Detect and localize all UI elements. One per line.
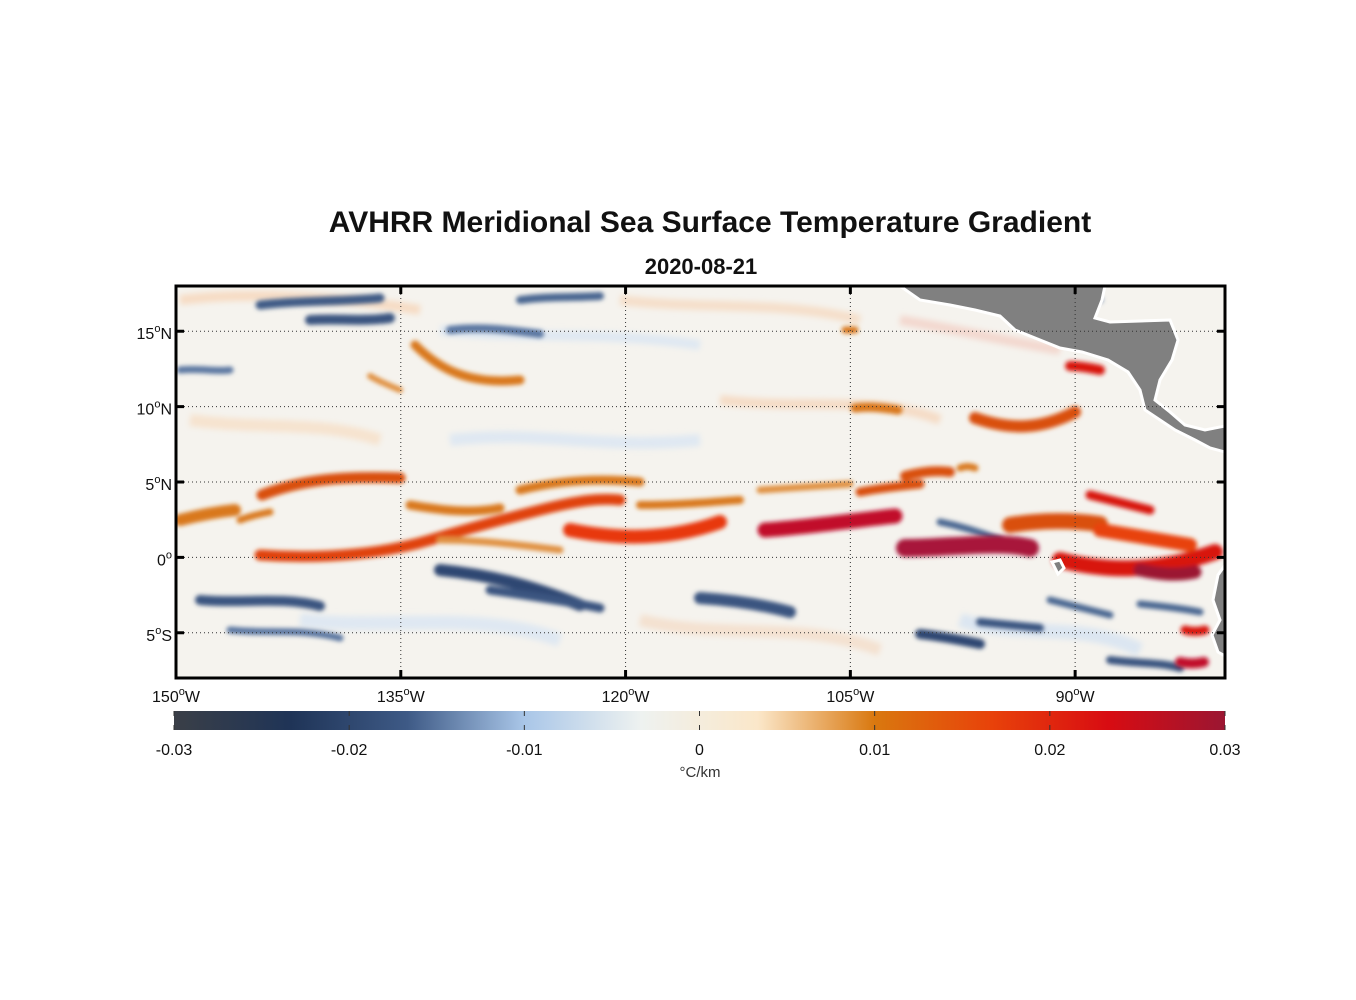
colorbar-ticks: -0.03 -0.02 -0.01 0 0.01 0.02 0.03: [156, 711, 1241, 759]
blue-streak: [305, 313, 395, 325]
light-patch: [439, 325, 701, 350]
orange-front: [236, 508, 274, 524]
lon-tick-label: 135oW: [377, 686, 426, 706]
colorbar-tick-label: 0: [695, 742, 704, 759]
red-front: [1175, 657, 1209, 669]
light-patch: [899, 315, 1061, 355]
orange-front: [410, 340, 525, 386]
light-patch: [619, 295, 862, 325]
light-patch: [449, 431, 701, 449]
lon-tick-label: 105oW: [826, 686, 875, 706]
orange-front: [850, 402, 903, 415]
colorbar-tick-label: 0.01: [859, 742, 890, 759]
blue-streak: [1046, 596, 1114, 619]
dark-red-front: [896, 535, 1039, 557]
light-patch: [189, 414, 382, 446]
blue-streak: [694, 592, 796, 618]
red-front: [1052, 544, 1223, 577]
dark-red-front: [1133, 563, 1202, 581]
orange-front: [756, 480, 854, 494]
orange-front: [515, 475, 645, 495]
colorbar-tick-label: 0.02: [1034, 742, 1065, 759]
blue-streak: [1136, 600, 1204, 616]
central-america-land: [897, 286, 1225, 454]
red-front: [757, 508, 903, 538]
colorbar-tick-label: -0.03: [156, 742, 193, 759]
orange-front: [176, 504, 241, 526]
lat-tick-label: 10oN: [137, 399, 172, 419]
axis-ticks: [174, 286, 1225, 678]
graticule: [176, 286, 1225, 678]
red-front: [563, 515, 727, 544]
positive-gradient-fronts: [176, 326, 1223, 669]
colorbar-label: °C/km: [679, 764, 721, 781]
light-patch: [299, 613, 563, 647]
blue-streak: [255, 293, 385, 310]
orange-front: [969, 406, 1081, 433]
field-layer: [176, 286, 1225, 678]
blue-streak: [176, 365, 234, 375]
blue-streak: [446, 324, 544, 338]
colorbar-tick-label: -0.01: [506, 742, 543, 759]
colorbar: [174, 711, 1225, 730]
axis-tick-labels: 150oW 135oW 120oW 105oW 90oW 15oN 10oN 5oN 0o 5oS: [137, 323, 1096, 706]
lon-tick-label: 90oW: [1056, 686, 1096, 706]
galapagos-land: [1049, 558, 1066, 577]
blue-streak: [485, 585, 605, 613]
lat-tick-label: 5oS: [146, 625, 172, 645]
orange-front: [436, 536, 564, 554]
orange-front: [855, 479, 925, 497]
blue-streak: [915, 629, 985, 649]
blue-streak: [1106, 656, 1184, 672]
orange-front: [1002, 513, 1108, 533]
red-front: [1093, 523, 1197, 552]
light-patch: [638, 614, 883, 656]
red-front: [1065, 361, 1105, 375]
blue-streak: [976, 618, 1044, 632]
orange-front: [956, 463, 979, 472]
colorbar-tick-label: 0.03: [1209, 742, 1240, 759]
lon-tick-label: 120oW: [602, 686, 651, 706]
lat-tick-label: 5oN: [145, 474, 172, 494]
orange-front: [636, 496, 744, 509]
blue-streak: [226, 626, 344, 642]
light-patch: [719, 395, 942, 425]
colorbar-tick-label: -0.02: [331, 742, 368, 759]
blue-streak: [195, 595, 325, 611]
negative-gradient-streaks: [176, 292, 1204, 672]
blue-streak: [516, 292, 604, 304]
red-front: [1180, 625, 1210, 636]
orange-front: [367, 373, 403, 393]
red-front: [1085, 490, 1155, 515]
red-front: [254, 493, 626, 563]
lat-tick-label: 15oN: [137, 323, 172, 343]
lat-tick-label: 0o: [157, 549, 172, 569]
orange-front: [256, 472, 406, 501]
orange-front: [405, 500, 505, 516]
lon-tick-label: 150oW: [152, 686, 201, 706]
chart-title: AVHRR Meridional Sea Surface Temperature…: [328, 206, 1092, 239]
chart-subtitle-date: 2020-08-21: [644, 254, 758, 279]
orange-front: [900, 466, 955, 481]
